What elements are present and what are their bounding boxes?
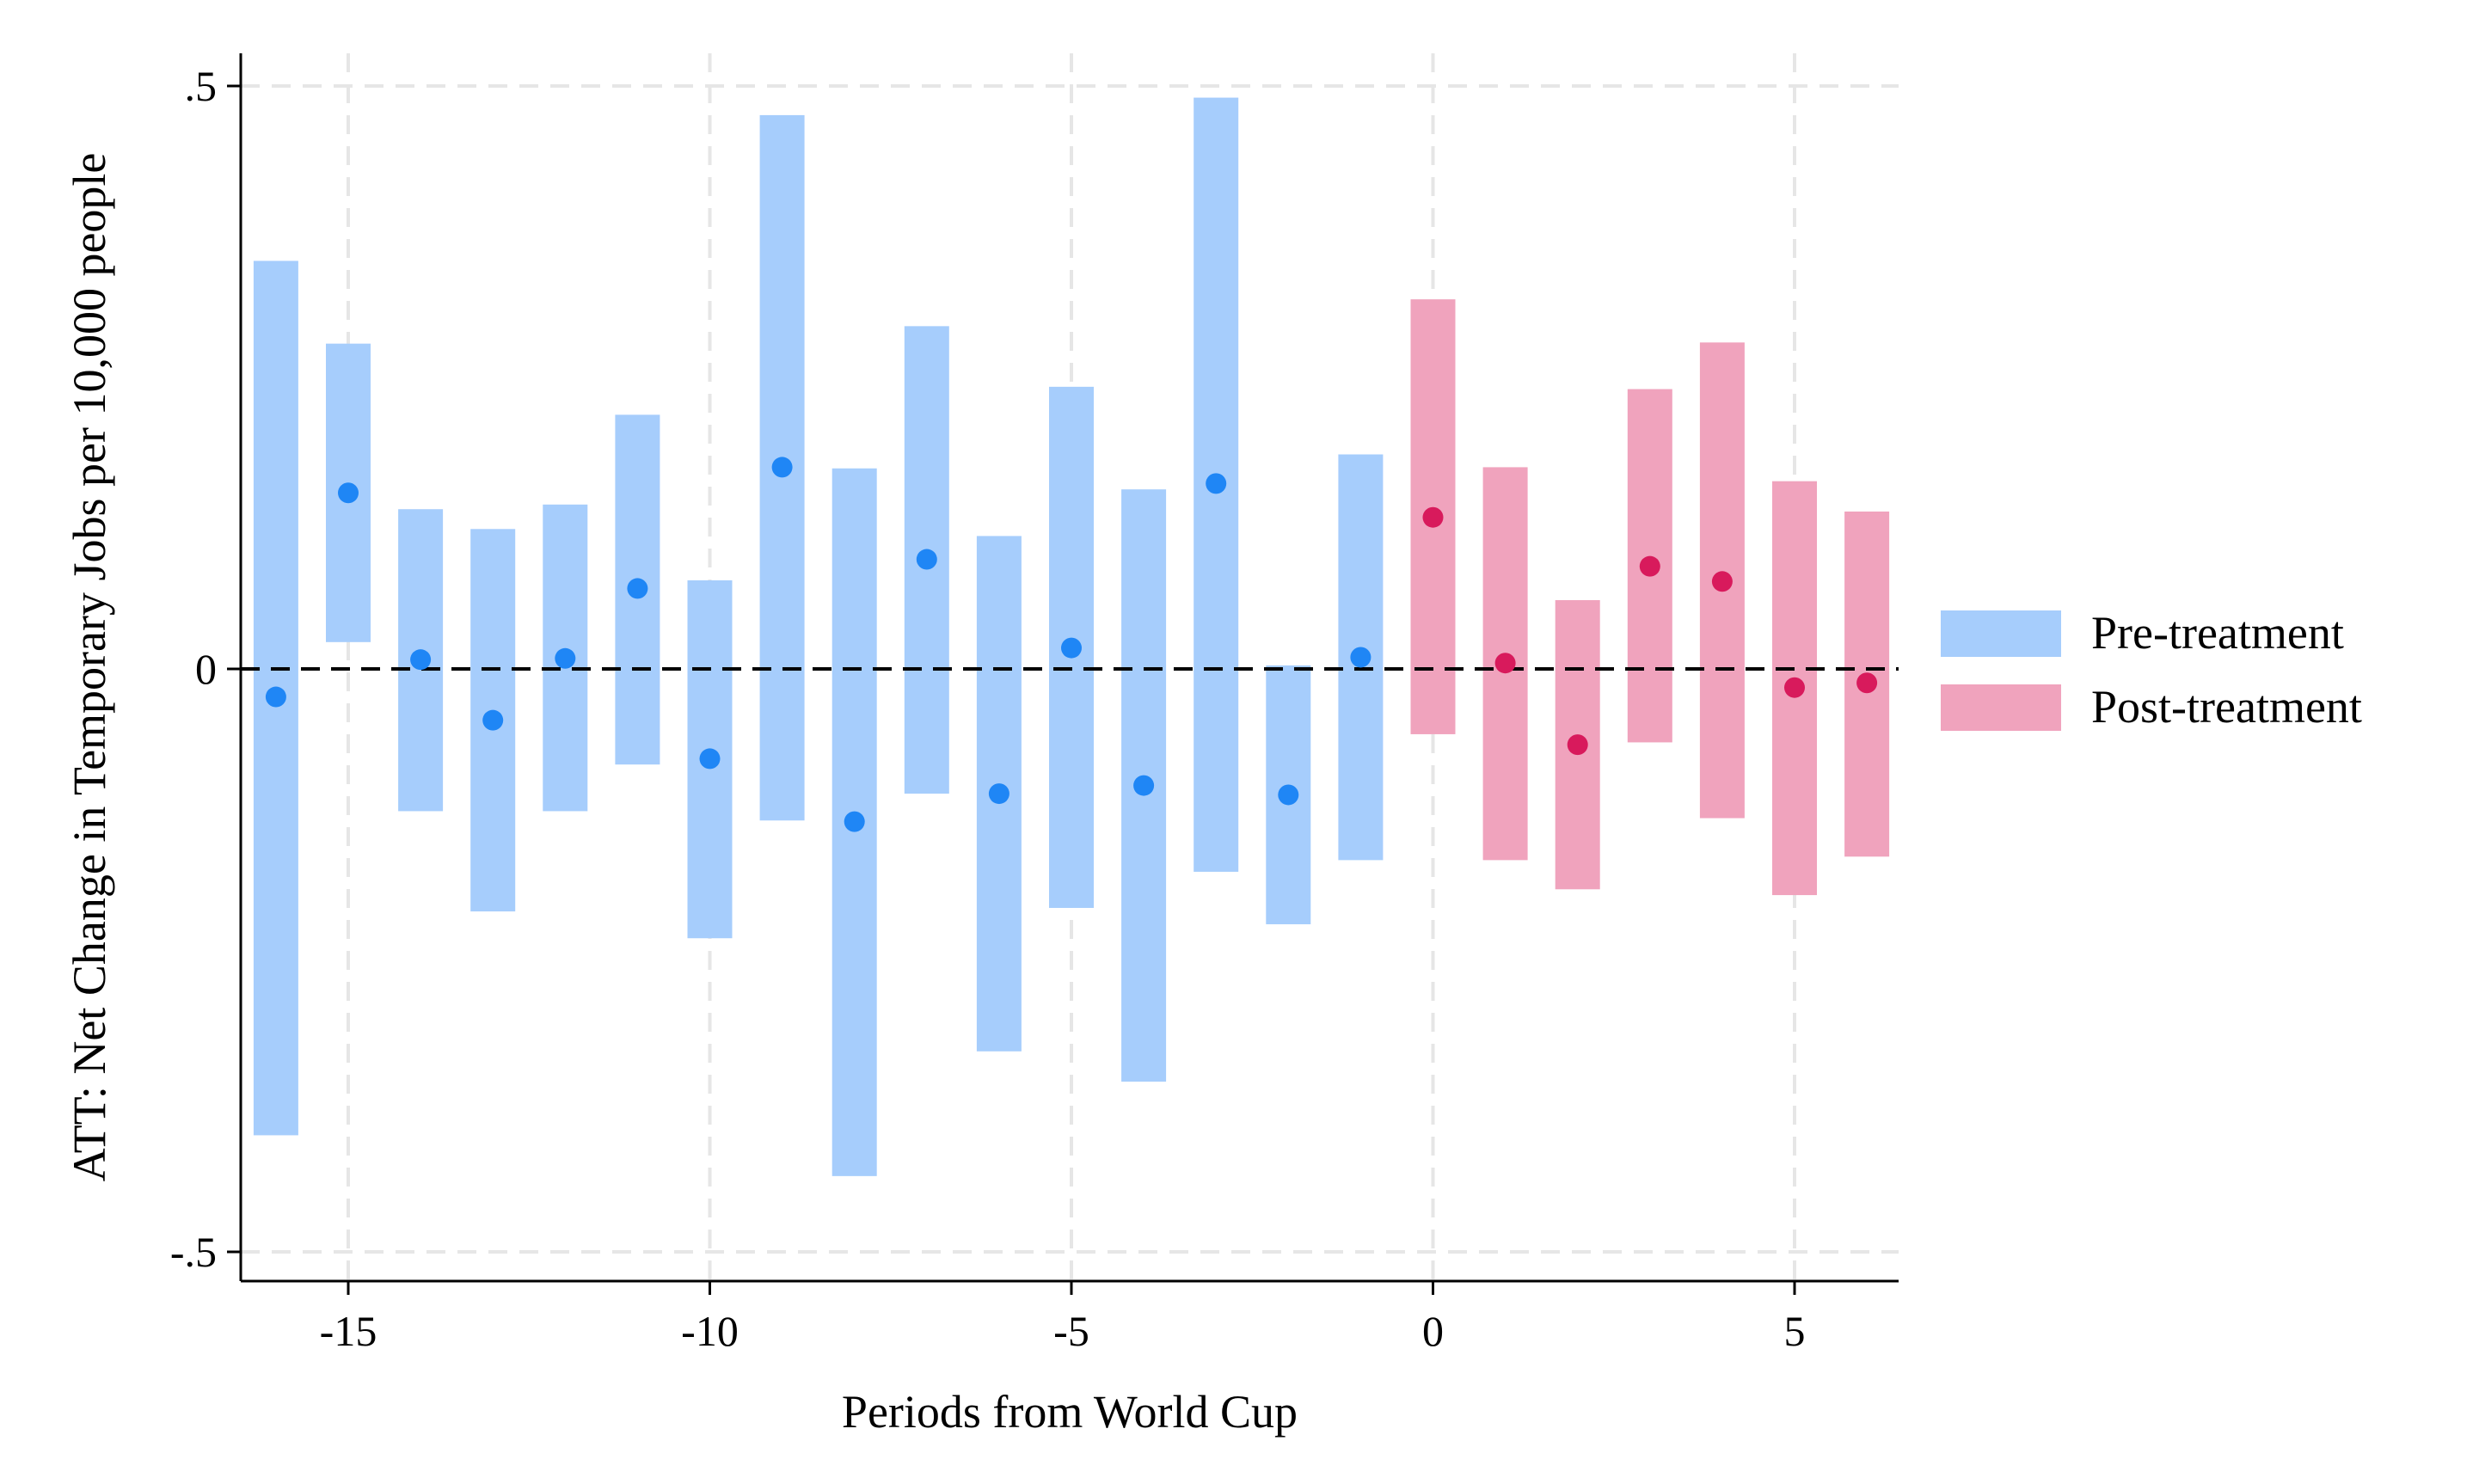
point-estimate (1711, 571, 1733, 592)
point-estimate (1278, 784, 1299, 806)
x-tick-label: -10 (681, 1307, 739, 1355)
point-estimate (916, 549, 937, 570)
legend-swatch (1941, 684, 2061, 731)
point-estimate (482, 709, 504, 731)
point-estimate (338, 482, 359, 504)
point-estimate (771, 457, 793, 478)
x-axis-ticks: -15 -10 -5 0 5 (320, 1281, 1806, 1355)
legend: Pre-treatment Post-treatment (1941, 607, 2362, 733)
y-axis-ticks: .5 0 -.5 (170, 62, 241, 1276)
point-estimate (1422, 506, 1444, 528)
point-estimate (699, 748, 721, 770)
point-estimate (627, 578, 648, 599)
y-axis-title: ATT: Net Change in Temporary Jobs per 10… (64, 153, 115, 1182)
gridlines (241, 53, 1899, 1281)
x-tick-label: 5 (1784, 1307, 1806, 1355)
x-tick-label: -15 (320, 1307, 377, 1355)
x-tick-label: 0 (1422, 1307, 1444, 1355)
point-estimate (1784, 677, 1805, 698)
legend-label: Post-treatment (2091, 681, 2362, 733)
point-estimate (1639, 555, 1660, 577)
point-estimates (265, 457, 1878, 832)
y-tick-label: .5 (185, 62, 218, 110)
y-tick-label: 0 (195, 645, 217, 693)
point-estimate (988, 783, 1009, 805)
x-tick-label: -5 (1053, 1307, 1089, 1355)
point-estimate (844, 811, 865, 832)
point-estimate (1350, 647, 1372, 668)
axes (239, 53, 1899, 1283)
x-axis-title: Periods from World Cup (842, 1386, 1298, 1438)
point-estimate (1061, 637, 1082, 659)
legend-swatch (1941, 610, 2061, 657)
point-estimate (1133, 775, 1155, 796)
legend-label: Pre-treatment (2091, 607, 2344, 659)
point-estimate (1494, 653, 1516, 674)
point-estimate (1567, 734, 1588, 756)
point-estimate (265, 686, 286, 708)
point-estimate (410, 649, 432, 671)
point-estimate (1206, 473, 1227, 494)
point-estimate (1856, 672, 1878, 694)
point-estimate (555, 647, 576, 669)
y-tick-label: -.5 (170, 1228, 217, 1276)
